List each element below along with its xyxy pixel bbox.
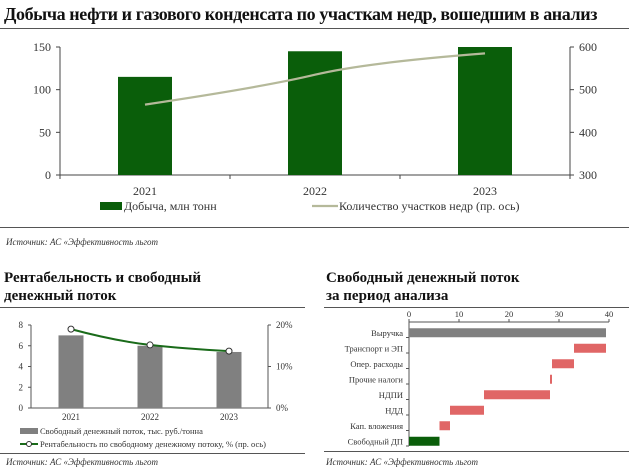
y2-tick-label: 0% (276, 403, 289, 413)
y2-tick-label: 500 (579, 83, 597, 97)
y2-tick-label: 600 (579, 40, 597, 54)
main-source-note: Источник: АС «Эффективность льгот (6, 237, 159, 247)
bar-fcf-2023 (216, 351, 242, 408)
waterfall-bar-7 (409, 436, 440, 446)
right-source-note: Источник: АС «Эффективность льгот (326, 457, 479, 467)
x-tick-label: 20 (505, 309, 514, 319)
waterfall-bar-0 (409, 328, 606, 338)
y-tick-label: 8 (19, 320, 24, 330)
x-tick-label: 2022 (141, 412, 159, 422)
y2-tick-label: 10% (276, 362, 293, 372)
category-label: Свободный ДП (348, 436, 403, 446)
y-tick-label: 150 (33, 40, 51, 54)
y2-tick-label: 20% (276, 320, 293, 330)
y2-tick-label: 400 (579, 125, 597, 139)
legend-bar-swatch (100, 202, 122, 210)
x-tick-label: 2023 (220, 412, 239, 422)
legend-label: Рентабельность по свободному денежному п… (40, 439, 266, 449)
x-tick-label: 2021 (62, 412, 80, 422)
x-tick-label: 2022 (303, 184, 327, 198)
y-tick-label: 50 (39, 125, 51, 139)
source-divider (0, 227, 629, 228)
x-tick-label: 0 (407, 309, 411, 319)
x-tick-label: 40 (605, 309, 614, 319)
y-tick-label: 4 (19, 362, 24, 372)
left-source-note: Источник: АС «Эффективность льгот (6, 457, 159, 467)
y-tick-label: 0 (45, 168, 51, 182)
x-tick-label: 30 (555, 309, 564, 319)
left-source-divider (0, 453, 305, 454)
left-panel-title-1: Рентабельность и свободный (4, 270, 201, 286)
legend-bar-swatch (20, 428, 38, 434)
y-tick-label: 0 (19, 403, 24, 413)
profitability-marker (67, 325, 75, 333)
category-label: НДД (385, 405, 403, 415)
x-tick-label: 2021 (133, 184, 157, 198)
right-panel-title-1: Свободный денежный поток (326, 270, 520, 286)
legend-marker (26, 441, 32, 447)
left-panel-title-2: денежный поток (4, 288, 117, 304)
y2-tick-label: 300 (579, 168, 597, 182)
profitability-marker (225, 347, 233, 355)
legend-label: Свободный денежный поток, тыс. руб./тонн… (40, 426, 203, 436)
x-tick-label: 10 (455, 309, 464, 319)
y-tick-label: 100 (33, 83, 51, 97)
right-source-divider (324, 451, 629, 452)
bar-fcf-2022 (137, 345, 163, 408)
y-tick-label: 2 (19, 382, 24, 392)
right-title-divider (324, 307, 629, 308)
waterfall-bar-3 (550, 374, 552, 384)
waterfall-bar-1 (574, 343, 606, 353)
category-label: Транспорт и ЭП (345, 343, 403, 353)
waterfall-bar-4 (484, 390, 550, 400)
category-label: НДПИ (379, 390, 403, 400)
category-label: Опер. расходы (350, 359, 403, 369)
title-divider (0, 28, 629, 29)
waterfall-bar-5 (450, 405, 484, 415)
waterfall-bar-6 (439, 421, 450, 431)
category-label: Кап. вложения (350, 421, 403, 431)
category-label: Выручка (371, 328, 403, 338)
legend-label: Количество участков недр (пр. ось) (339, 199, 520, 213)
bar-production-2023 (458, 47, 512, 175)
y-tick-label: 6 (19, 341, 24, 351)
legend-label: Добыча, млн тонн (124, 199, 217, 213)
left-title-divider (0, 307, 305, 308)
main-chart-title: Добыча нефти и газового конденсата по уч… (4, 4, 598, 24)
bar-fcf-2021 (58, 335, 84, 408)
bar-production-2021 (118, 76, 172, 175)
category-label: Прочие налоги (349, 374, 404, 384)
profitability-marker (146, 341, 154, 349)
x-tick-label: 2023 (473, 184, 497, 198)
right-panel-title-2: за период анализа (326, 288, 449, 304)
waterfall-bar-2 (552, 359, 574, 369)
